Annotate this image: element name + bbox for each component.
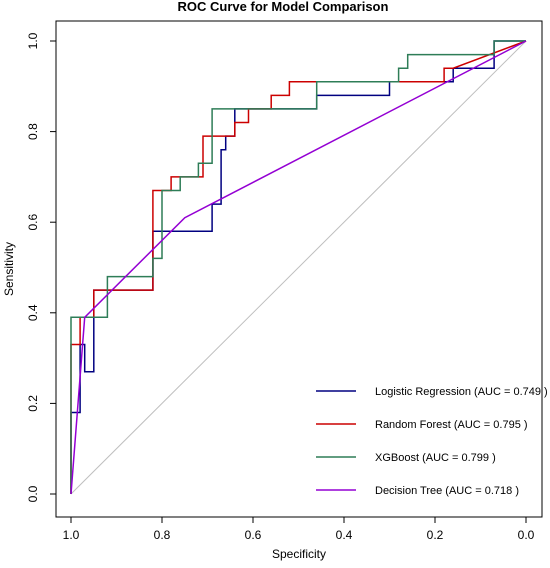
reference-layer	[70, 40, 527, 495]
x-tick-label: 0.4	[336, 528, 353, 542]
series-line-random-forest	[70, 40, 527, 494]
y-tick-label: 1.0	[26, 32, 40, 49]
legend-label-logistic-regression: Logistic Regression (AUC = 0.749 )	[375, 386, 548, 398]
series-line-xgboost	[70, 40, 526, 494]
x-axis-label: Specificity	[272, 547, 326, 561]
x-tick-label: 0.0	[518, 528, 535, 542]
reference-diagonal	[70, 40, 527, 495]
legend-label-decision-tree: Decision Tree (AUC = 0.718 )	[375, 485, 519, 497]
y-axis-label: Sensitivity	[2, 242, 16, 296]
y-tick-label: 0.6	[26, 214, 40, 231]
x-tick-label: 1.0	[63, 528, 80, 542]
y-tick-label: 0.4	[26, 304, 40, 321]
x-tick-label: 0.2	[427, 528, 444, 542]
plot-frame	[55, 20, 543, 518]
series-line-decision-tree	[70, 40, 527, 495]
x-tick-label: 0.8	[154, 528, 171, 542]
x-tick-label: 0.6	[245, 528, 262, 542]
series-layer	[70, 40, 527, 495]
chart-title: ROC Curve for Model Comparison	[178, 0, 389, 14]
legend-label-random-forest: Random Forest (AUC = 0.795 )	[375, 419, 528, 431]
y-tick-label: 0.0	[26, 485, 40, 502]
x-axis: 1.0 0.8 0.6 0.4 0.2 0.0	[63, 516, 535, 542]
y-tick-label: 0.2	[26, 395, 40, 412]
y-tick-label: 0.8	[26, 123, 40, 140]
legend-label-xgboost: XGBoost (AUC = 0.799 )	[375, 452, 496, 464]
legend: Logistic Regression (AUC = 0.749 ) Random…	[316, 386, 548, 497]
y-axis: 0.0 0.2 0.4 0.6 0.8 1.0	[26, 32, 57, 502]
